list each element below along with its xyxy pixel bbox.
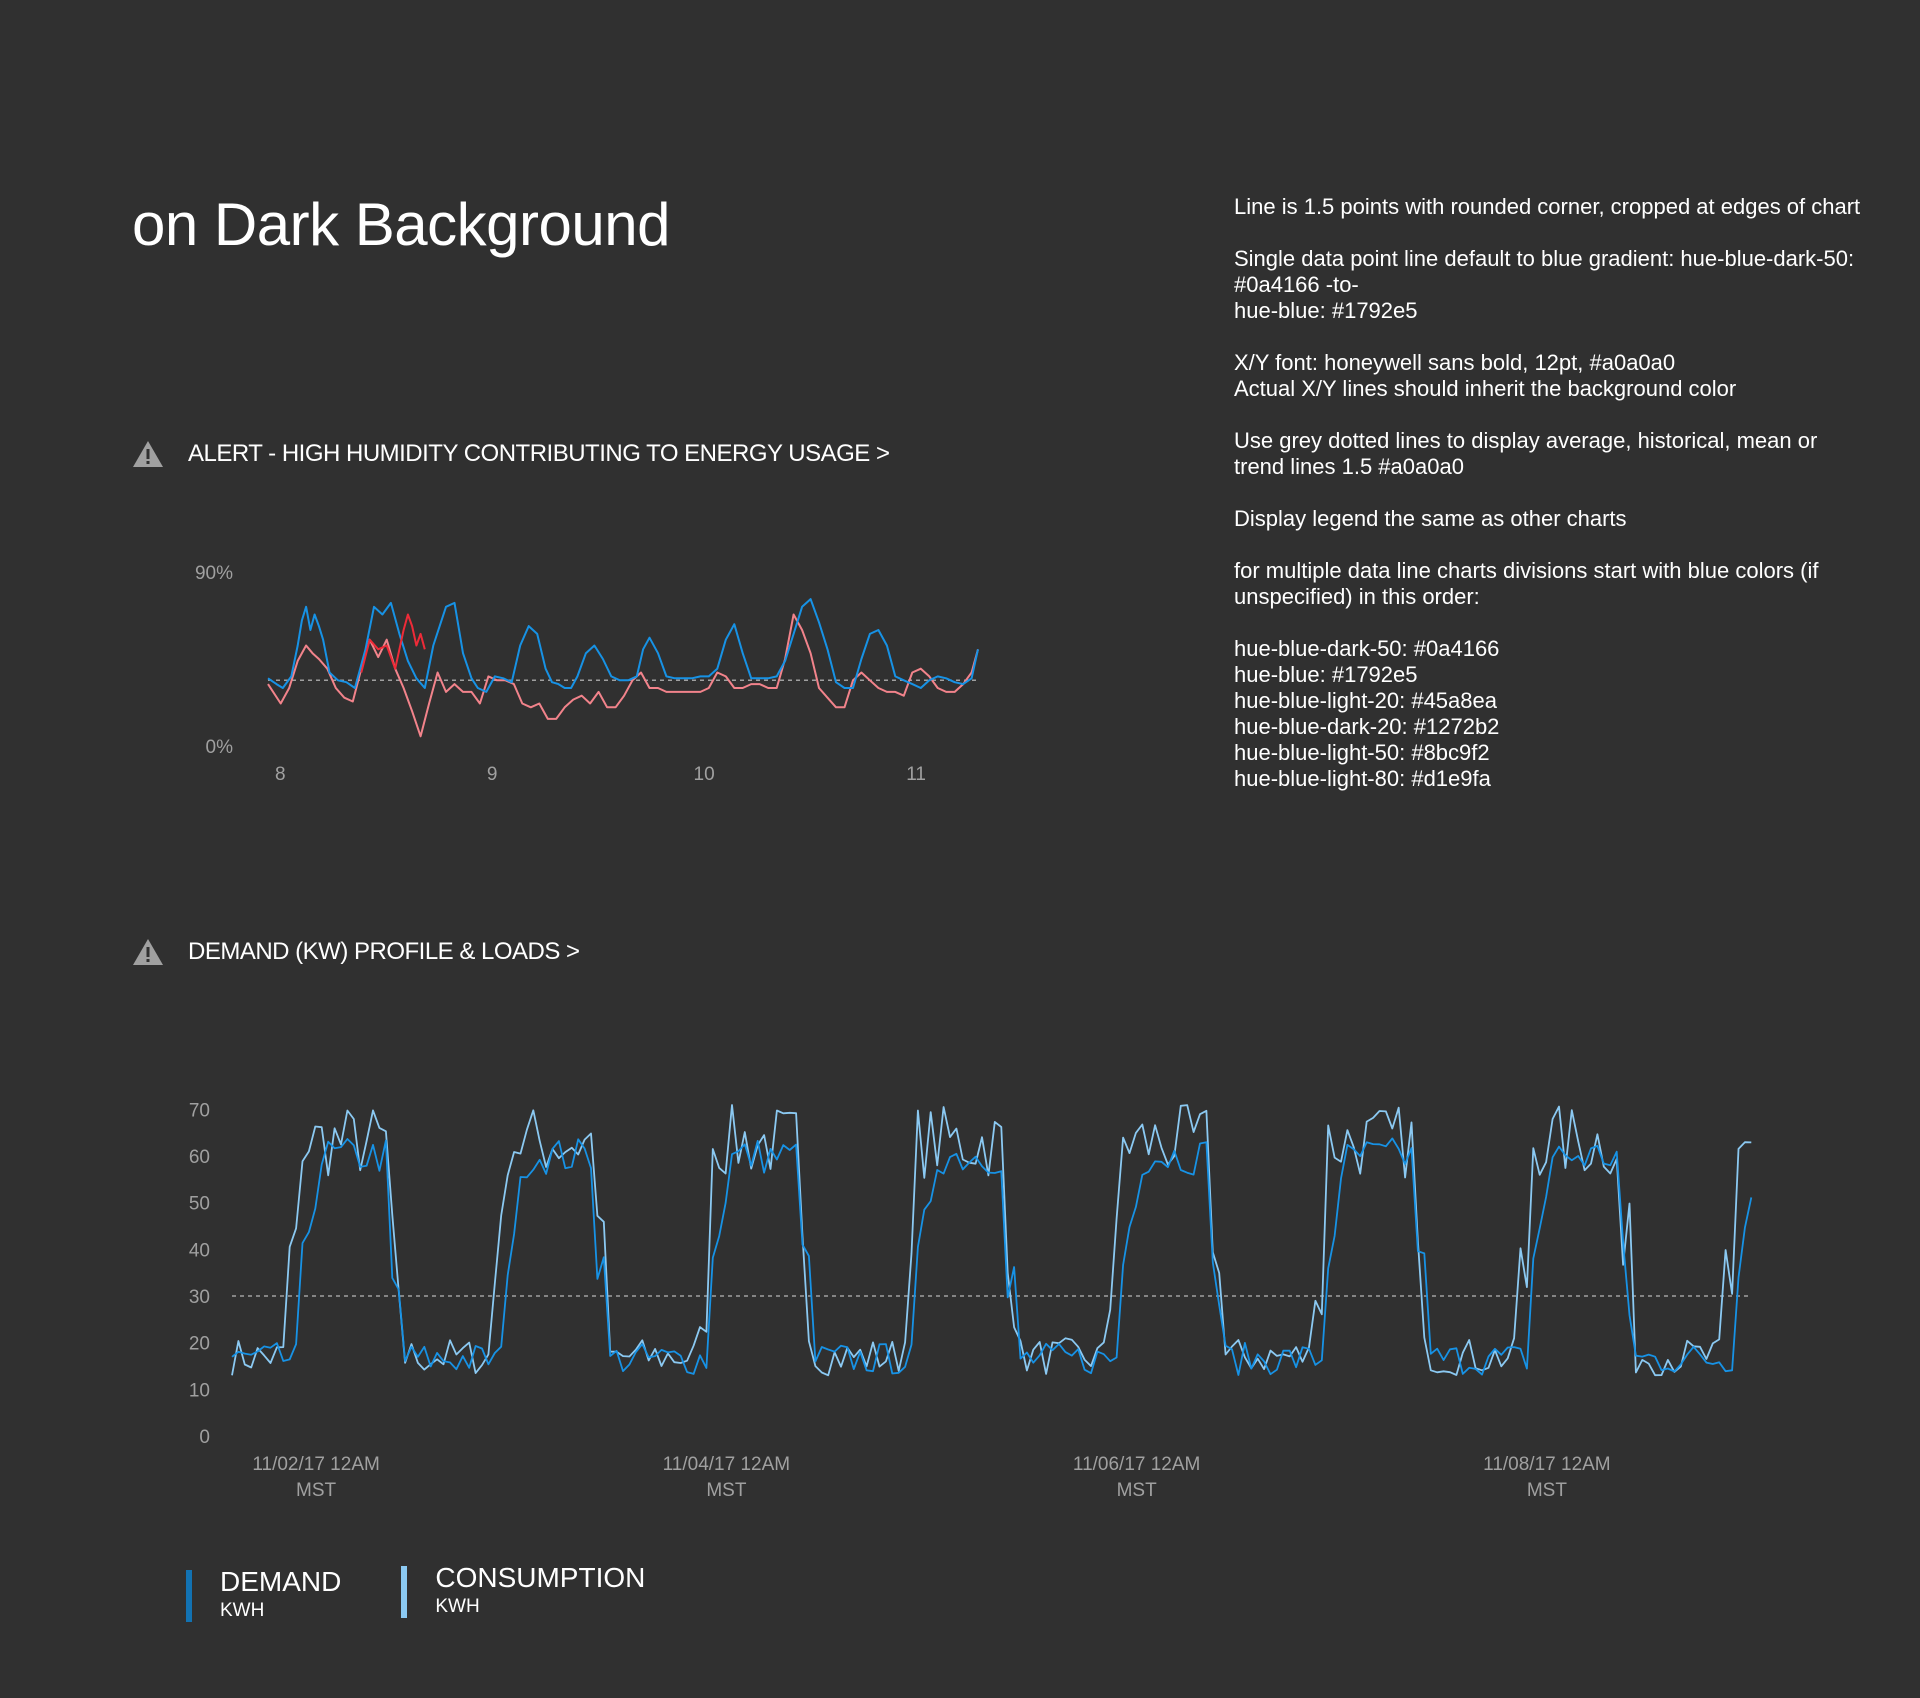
swatch-item: hue-blue-dark-50: #0a4166 (1234, 636, 1500, 661)
x-tick-label: 9 (487, 764, 498, 785)
alert-header-label: ALERT - HIGH HUMIDITY CONTRIBUTING TO EN… (188, 440, 890, 467)
series-line-blue (267, 598, 979, 693)
legend-item-consumption: CONSUMPTION KWH (401, 1562, 645, 1624)
y-tick-label: 70 (189, 1100, 210, 1121)
legend-swatch-demand (186, 1570, 192, 1622)
x-tick-label: 11/08/17 12AM (1483, 1454, 1610, 1475)
legend-name: DEMAND (220, 1566, 342, 1597)
note-multi: for multiple data line charts divisions … (1234, 558, 1819, 609)
series-line-pink (267, 613, 979, 738)
y-tick-label: 60 (189, 1147, 210, 1168)
y-tick-label: 0 (199, 1427, 210, 1448)
series-line-red (360, 613, 426, 673)
demand-header-link[interactable]: DEMAND (KW) PROFILE & LOADS > (132, 938, 580, 966)
note-line-style: Line is 1.5 points with rounded corner, … (1234, 194, 1861, 219)
x-tick-sublabel: MST (706, 1480, 747, 1501)
x-tick-label: 11/06/17 12AM (1073, 1454, 1200, 1475)
legend-name: CONSUMPTION (435, 1562, 646, 1593)
color-swatch-list: hue-blue-dark-50: #0a4166 hue-blue: #179… (1234, 636, 1864, 792)
x-tick-label: 10 (694, 764, 715, 785)
series-line-consumption (231, 1104, 1752, 1377)
series-line-demand (231, 1137, 1753, 1376)
y-tick-label: 10 (189, 1380, 210, 1401)
note-trend: Use grey dotted lines to display average… (1234, 428, 1818, 479)
x-tick-sublabel: MST (296, 1480, 337, 1501)
x-tick-label: 11 (906, 764, 926, 785)
note-gradient-a: Single data point line default to blue g… (1234, 246, 1855, 297)
note-font-a: X/Y font: honeywell sans bold, 12pt, #a0… (1234, 350, 1676, 375)
note-gradient-b: hue-blue: #1792e5 (1234, 298, 1418, 323)
note-font-b: Actual X/Y lines should inherit the back… (1234, 376, 1737, 401)
chart-legend: DEMAND KWH CONSUMPTION KWH (186, 1562, 705, 1624)
warning-icon (133, 939, 163, 965)
x-tick-sublabel: MST (1117, 1480, 1158, 1501)
legend-swatch-consumption (401, 1566, 408, 1618)
warning-icon (133, 441, 163, 467)
swatch-item: hue-blue-light-50: #8bc9f2 (1234, 740, 1490, 765)
legend-unit: KWH (220, 1600, 265, 1621)
note-legend: Display legend the same as other charts (1234, 506, 1627, 531)
y-tick-label: 0% (206, 737, 234, 758)
y-tick-label: 20 (189, 1334, 210, 1355)
legend-unit: KWH (435, 1596, 480, 1617)
y-tick-label: 40 (189, 1240, 210, 1261)
design-notes: Line is 1.5 points with rounded corner, … (1234, 194, 1864, 792)
x-tick-label: 11/02/17 12AM (252, 1454, 379, 1475)
page-title: on Dark Background (132, 191, 670, 258)
x-tick-label: 8 (275, 764, 286, 785)
x-tick-sublabel: MST (1527, 1480, 1568, 1501)
demand-header-label: DEMAND (KW) PROFILE & LOADS > (188, 938, 580, 965)
swatch-item: hue-blue: #1792e5 (1234, 662, 1418, 687)
swatch-item: hue-blue-dark-20: #1272b2 (1234, 714, 1500, 739)
swatch-item: hue-blue-light-20: #45a8ea (1234, 688, 1497, 713)
y-tick-label: 30 (189, 1287, 210, 1308)
x-tick-label: 11/04/17 12AM (663, 1454, 790, 1475)
note-font: X/Y font: honeywell sans bold, 12pt, #a0… (1234, 350, 1864, 402)
y-tick-label: 50 (189, 1194, 210, 1215)
alert-header-link[interactable]: ALERT - HIGH HUMIDITY CONTRIBUTING TO EN… (132, 440, 890, 468)
legend-item-demand: DEMAND KWH (186, 1566, 341, 1624)
note-gradient: Single data point line default to blue g… (1234, 246, 1864, 324)
swatch-item: hue-blue-light-80: #d1e9fa (1234, 766, 1491, 791)
y-tick-label: 90% (195, 563, 233, 584)
